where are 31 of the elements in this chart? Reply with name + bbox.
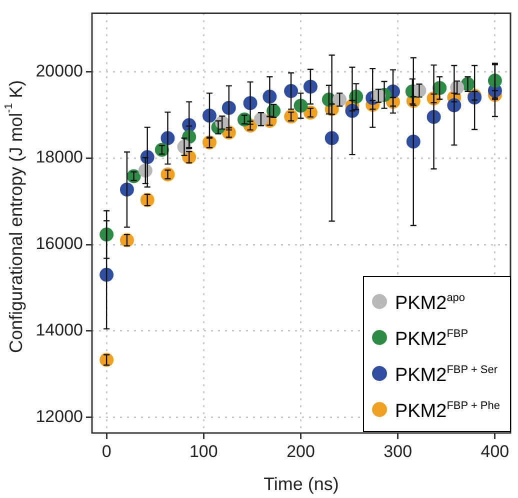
- x-tick-label: 200: [286, 442, 315, 461]
- y-tick-label: 14000: [36, 320, 83, 340]
- legend-label: PKM2$^{apo}$: [394, 291, 466, 316]
- point: [488, 74, 502, 88]
- y-tick-label: 18000: [36, 148, 83, 167]
- x-tick-label: 400: [480, 442, 510, 461]
- legend-label: PKM2$^{FBP}$: [394, 327, 468, 352]
- point: [406, 134, 420, 149]
- x-tick-label: 0: [102, 442, 112, 461]
- point: [303, 106, 318, 120]
- point: [126, 169, 141, 184]
- x-tick-label: 100: [189, 442, 218, 461]
- point: [202, 108, 216, 123]
- x-axis-title: Time (ns): [264, 474, 339, 494]
- legend-label: PKM2$^{FBP + Ser}$: [394, 363, 498, 388]
- point: [160, 167, 175, 182]
- point: [222, 126, 236, 140]
- y-tick-label: 20000: [36, 61, 83, 80]
- point: [120, 182, 134, 197]
- point: [222, 100, 236, 115]
- point: [303, 80, 318, 94]
- legend-label: PKM2$^{FBP + Phe}$: [394, 399, 500, 424]
- point: [284, 84, 298, 98]
- point: [100, 268, 114, 282]
- y-tick-label: 16000: [36, 234, 83, 254]
- point: [100, 228, 114, 242]
- y-tick-label: 12000: [36, 407, 83, 426]
- point: [284, 110, 298, 124]
- point: [154, 142, 169, 157]
- x-tick-label: 300: [384, 442, 412, 461]
- point: [237, 112, 252, 127]
